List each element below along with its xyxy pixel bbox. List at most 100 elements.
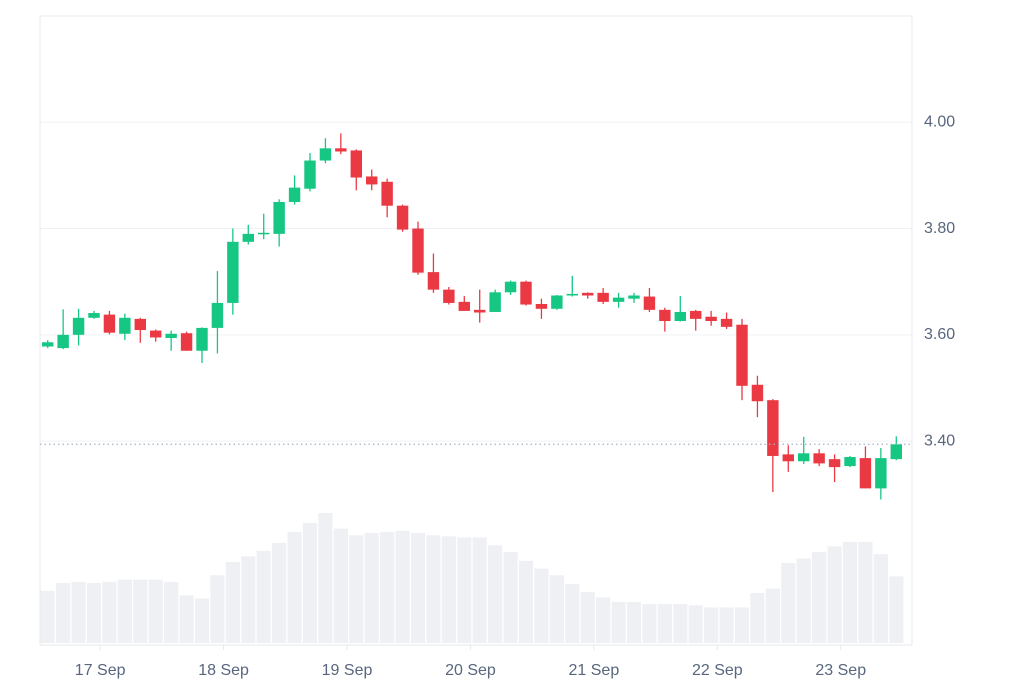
candle-body (628, 295, 640, 299)
volume-bar (164, 581, 179, 643)
volume-bar (858, 541, 873, 643)
candle-body (165, 333, 177, 339)
volume-bar (272, 543, 287, 643)
x-tick-label: 17 Sep (75, 662, 126, 679)
x-tick-label: 20 Sep (445, 662, 496, 679)
volume-bar (380, 531, 395, 643)
y-tick-label: 3.60 (924, 326, 955, 343)
volume-bar (410, 533, 426, 643)
volume-bar (765, 588, 780, 643)
volume-bar (534, 568, 549, 643)
candle-body (612, 297, 625, 302)
y-tick-label: 3.80 (924, 220, 955, 237)
candle-body (72, 317, 85, 335)
volume-bar (133, 579, 148, 643)
candle-body (875, 458, 887, 489)
volume-bar (518, 560, 534, 643)
candle-body (304, 160, 316, 189)
candle-body (88, 313, 100, 318)
volume-bar (117, 579, 132, 643)
volume-bar (256, 550, 271, 643)
volume-bar (302, 523, 318, 643)
volume-bar (503, 551, 518, 643)
candle-body (767, 400, 779, 456)
volume-bar (364, 533, 379, 643)
volume-bar (349, 535, 364, 643)
candle-body (42, 342, 54, 347)
volume-bar (86, 583, 102, 643)
candle-body (828, 459, 841, 468)
volume-bar (194, 598, 210, 643)
candle-body (844, 457, 856, 467)
volume-bar (704, 607, 719, 643)
x-tick-label: 21 Sep (569, 662, 620, 679)
volume-bar (688, 605, 703, 643)
candle-body (350, 150, 362, 178)
volume-bar (796, 558, 811, 643)
candle-body (258, 232, 270, 235)
candle-body (180, 333, 193, 351)
x-tick-label: 23 Sep (815, 662, 866, 679)
candle-body (535, 303, 548, 309)
candle-body (119, 317, 131, 334)
volume-bar (56, 583, 71, 643)
volume-bar (318, 513, 333, 643)
candle-layer (40, 133, 912, 500)
candle-body (798, 453, 810, 462)
candle-body (319, 148, 332, 161)
y-tick-label: 4.00 (924, 113, 955, 130)
candle-body (643, 296, 656, 310)
candle-body (196, 327, 208, 351)
candle-body (103, 314, 116, 333)
candle-body (551, 295, 563, 309)
volume-bar (225, 561, 240, 643)
volume-bar (719, 607, 734, 643)
candle-body (720, 318, 733, 327)
volume-bar (102, 581, 117, 643)
volume-bar (457, 537, 472, 643)
volume-bar (241, 556, 256, 643)
volume-bar (565, 584, 580, 643)
volume-bar (812, 551, 827, 643)
volume-bar (426, 535, 441, 643)
volume-bar (611, 601, 626, 643)
volume-bar (889, 576, 904, 643)
candle-body (227, 241, 239, 303)
candle-body (751, 384, 764, 402)
volume-bar (287, 531, 302, 643)
volume-bar (148, 579, 163, 643)
volume-bar (441, 536, 456, 643)
candle-body (366, 176, 378, 185)
volume-bar (580, 591, 595, 643)
candle-body (520, 281, 532, 305)
candle-body (566, 293, 578, 296)
y-tick-label: 3.40 (924, 432, 955, 449)
volume-bar (842, 541, 858, 643)
candle-body (782, 454, 794, 462)
candle-body (705, 316, 717, 321)
candle-body (597, 292, 609, 302)
candle-body (381, 181, 393, 206)
volume-bar (626, 601, 642, 643)
candle-body (134, 318, 146, 331)
volume-bar (827, 546, 842, 643)
volume-bar (734, 607, 750, 643)
candle-body (412, 228, 424, 273)
candle-body (288, 187, 301, 202)
candle-body (859, 458, 872, 489)
volume-layer (40, 513, 904, 643)
volume-bar (210, 575, 225, 643)
volume-bar (750, 593, 765, 643)
volume-bar (873, 554, 888, 643)
volume-bar (472, 537, 487, 643)
candle-body (659, 309, 671, 321)
label-layer: 3.40 3.60 3.80 4.00 17 Sep 18 Sep 19 Sep 20 Sep… (75, 113, 955, 679)
x-tick-label: 19 Sep (322, 662, 373, 679)
x-tick-label: 22 Sep (692, 662, 743, 679)
candle-body (211, 302, 224, 328)
volume-bar (657, 604, 672, 643)
candle-body (242, 233, 254, 242)
candle-body (582, 292, 594, 296)
volume-bar (395, 530, 410, 643)
candle-body (396, 205, 409, 230)
